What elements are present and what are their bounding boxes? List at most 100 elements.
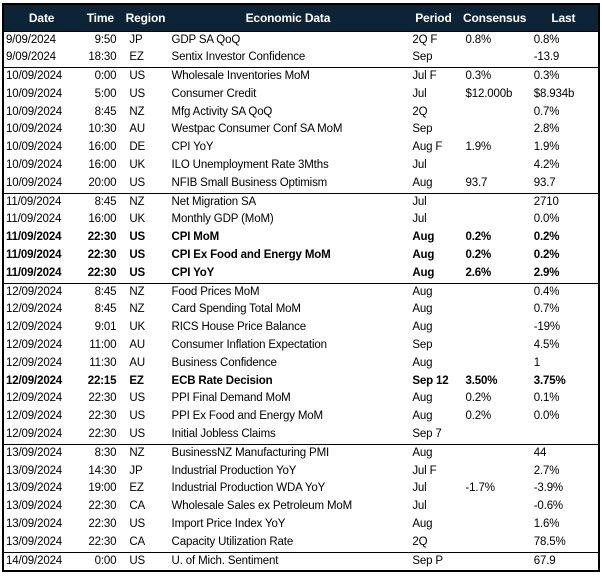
cell-region: DE: [129, 141, 146, 154]
column-header-economic-data: Economic Data: [169, 4, 407, 32]
cell-time: 22:30: [88, 518, 117, 531]
cell-period: Jul F: [406, 67, 461, 86]
column-header-consensus: Consensus: [460, 4, 529, 32]
cell-last: 0.2%: [533, 249, 560, 262]
cell-period: Aug: [406, 443, 461, 463]
cell-last: 3.75%: [533, 374, 566, 387]
cell-date: 10/09/2024: [6, 159, 63, 172]
cell-consensus: [461, 355, 529, 373]
cell-date: 11/09/2024: [6, 266, 62, 279]
cell-economic-data: U. of Mich. Sentiment: [169, 551, 407, 572]
cell-region: NZ: [121, 282, 170, 302]
cell-consensus: [460, 551, 529, 572]
cell-period: Jul: [412, 500, 427, 513]
cell-consensus: [461, 104, 529, 122]
cell-last: 1.6%: [533, 518, 560, 531]
cell-last: 78.5%: [533, 535, 566, 548]
cell-last: 0.4%: [528, 282, 599, 302]
cell-economic-data: Capacity Utilization Rate: [171, 535, 294, 548]
cell-date: 10/09/2024: [3, 67, 80, 86]
cell-last: 4.5%: [533, 339, 560, 352]
cell-last: 2.9%: [533, 266, 560, 279]
cell-time: 22:30: [88, 392, 117, 405]
cell-time: 0:00: [79, 67, 122, 86]
cell-last: 0.0%: [533, 410, 560, 423]
cell-consensus: [461, 534, 529, 552]
cell-consensus: [461, 498, 529, 516]
cell-last: -13.9: [533, 51, 560, 64]
cell-economic-data: RICS House Price Balance: [171, 321, 307, 334]
table-row: 13/09/2024 14:30 JP Industrial Productio…: [3, 463, 599, 481]
cell-date: 12/09/2024: [6, 339, 63, 352]
cell-last: 0.7%: [533, 105, 560, 118]
table-row: 10/09/2024 10:30 AU Westpac Consumer Con…: [3, 121, 599, 139]
cell-date: 11/09/2024: [3, 192, 80, 212]
cell-last: -19%: [533, 321, 560, 334]
cell-consensus: 0.3%: [460, 67, 529, 86]
cell-last: $8.934b: [533, 87, 575, 100]
cell-period: Aug: [406, 282, 461, 302]
cell-date: 10/09/2024: [6, 87, 63, 100]
cell-time: 22:30: [87, 231, 117, 244]
cell-date: 10/09/2024: [6, 105, 63, 118]
cell-region: US: [121, 551, 170, 572]
cell-date: 11/09/2024: [6, 231, 62, 244]
cell-region: JP: [129, 464, 143, 477]
cell-region: UK: [129, 321, 146, 334]
cell-consensus: [461, 121, 529, 139]
table-row: 9/09/2024 9:50 JP GDP SA QoQ 2Q F 0.8% 0…: [3, 31, 599, 49]
cell-time: 16:00: [88, 159, 117, 172]
cell-period: Sep: [412, 123, 433, 136]
cell-date: 12/09/2024: [6, 374, 63, 387]
cell-time: 11:00: [89, 339, 117, 352]
cell-time: 22:30: [88, 428, 117, 441]
cell-period: Aug: [412, 410, 433, 423]
cell-region: AU: [129, 356, 146, 369]
cell-consensus: [461, 463, 529, 481]
cell-last: 2.7%: [533, 464, 560, 477]
table-row: 12/09/2024 22:30 US PPI Ex Food and Ener…: [3, 408, 599, 426]
cell-time: 22:30: [87, 249, 117, 262]
column-header-period: Period: [406, 4, 461, 32]
cell-period: Sep 12: [412, 374, 449, 387]
cell-period: Aug F: [412, 141, 443, 154]
cell-date: 10/09/2024: [6, 176, 63, 189]
cell-economic-data: PPI Ex Food and Energy MoM: [171, 410, 324, 423]
cell-last: 93.7: [533, 176, 556, 189]
cell-period: Sep: [412, 51, 433, 64]
cell-date: 9/09/2024: [6, 51, 56, 64]
cell-consensus: [461, 426, 529, 444]
table-row: 11/09/2024 22:30 US CPI YoY Aug 2.6% 2.9…: [3, 265, 599, 283]
cell-time: 9:50: [94, 33, 117, 46]
cell-date: 12/09/2024: [6, 428, 63, 441]
table-row: 12/09/2024 9:01 UK RICS House Price Bala…: [3, 319, 599, 337]
cell-consensus: [461, 319, 529, 337]
cell-date: 10/09/2024: [6, 123, 63, 136]
table-row: 11/09/2024 22:30 US CPI MoM Aug 0.2% 0.2…: [3, 229, 599, 247]
cell-consensus: [461, 157, 529, 175]
cell-region: CA: [129, 535, 146, 548]
table-row: 12/09/2024 22:30 US Initial Jobless Clai…: [3, 426, 599, 444]
column-header-date: Date: [3, 4, 80, 32]
cell-period: Aug: [412, 249, 435, 262]
cell-region: EZ: [129, 51, 144, 64]
cell-date: 10/09/2024: [6, 141, 63, 154]
cell-economic-data: Card Spending Total MoM: [171, 303, 301, 316]
cell-economic-data: ILO Unemployment Rate 3Mths: [171, 159, 329, 172]
cell-last: [529, 426, 599, 444]
cell-date: 11/09/2024: [6, 249, 62, 262]
cell-period: Jul: [412, 159, 427, 172]
cell-economic-data: Wholesale Sales ex Petroleum MoM: [171, 500, 353, 513]
cell-period: Sep 7: [412, 428, 442, 441]
table-row: 14/09/2024 0:00 US U. of Mich. Sentiment…: [3, 551, 599, 572]
cell-time: 22:30: [87, 266, 117, 279]
cell-time: 19:00: [88, 482, 117, 495]
cell-period: Jul: [406, 192, 461, 212]
cell-region: EZ: [129, 482, 144, 495]
cell-economic-data: PPI Final Demand MoM: [171, 392, 291, 405]
table-body: 9/09/2024 9:50 JP GDP SA QoQ 2Q F 0.8% 0…: [3, 31, 599, 572]
table-row: 10/09/2024 8:45 NZ Mfg Activity SA QoQ 2…: [3, 104, 599, 122]
cell-last: -3.9%: [533, 482, 564, 495]
cell-region: US: [129, 518, 146, 531]
cell-last: 2710: [528, 192, 599, 212]
